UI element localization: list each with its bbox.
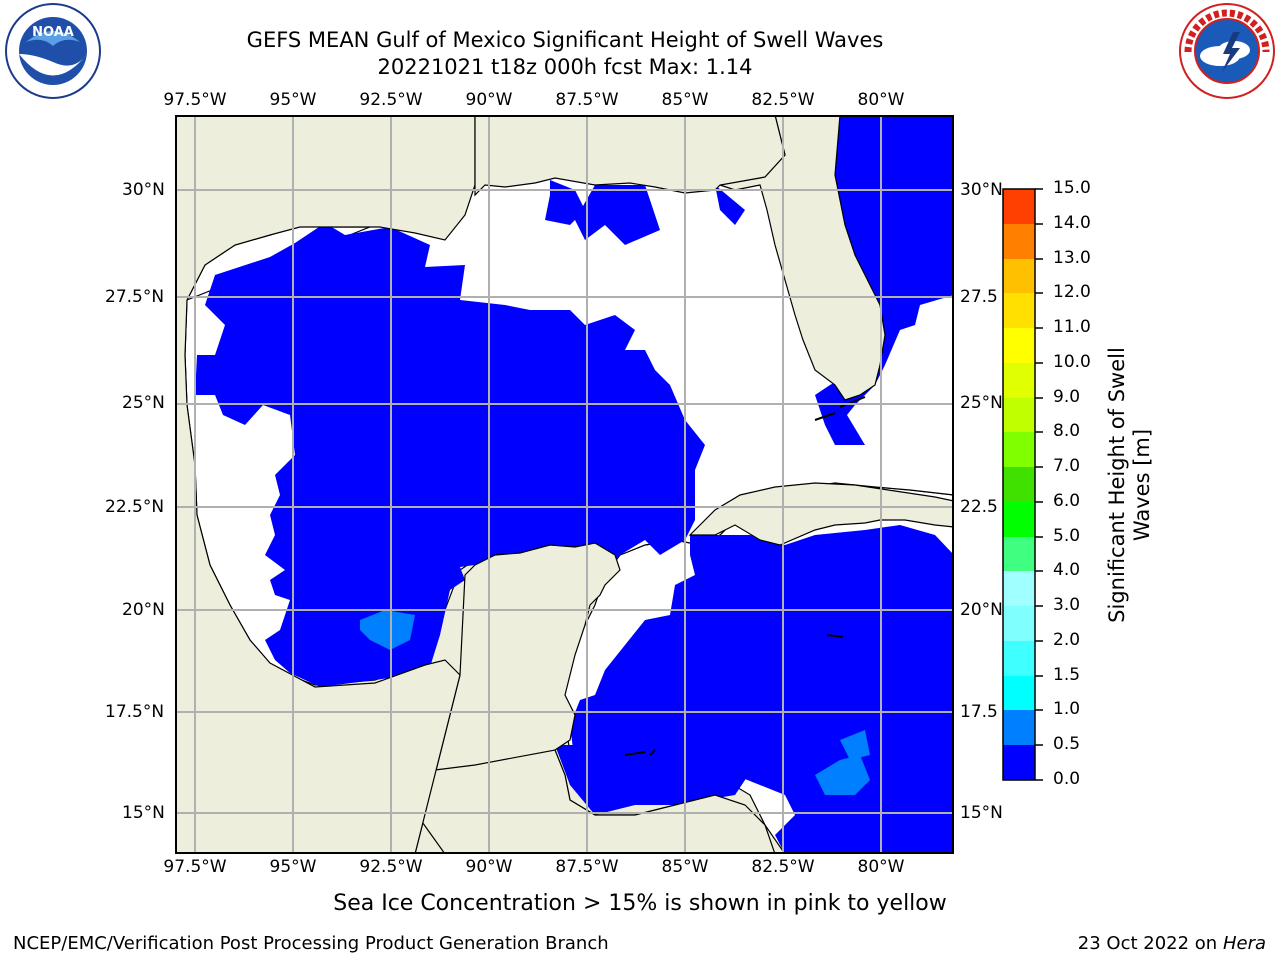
lon-label-top-3: 90°W [465,90,513,110]
lat-label-right-0: 30°N [960,180,1003,200]
lon-label-top-5: 85°W [661,90,709,110]
lat-label-left-4: 20°N [122,600,165,620]
lon-label-top-4: 87.5°W [555,90,619,110]
colorbar-tick-label: 12.0 [1053,282,1091,302]
footer-right: 23 Oct 2022 on Hera [1078,933,1266,954]
colorbar-tick-label: 7.0 [1053,456,1081,476]
sea-ice-note: Sea Ice Concentration > 15% is shown in … [333,891,947,916]
colorbar-segment [1003,467,1035,502]
colorbar-tick-label: 2.0 [1053,630,1081,650]
us-land [474,115,786,197]
colorbar-border [1002,188,1036,781]
lon-label-top-2: 92.5°W [359,90,423,110]
colorbar-segment [1003,363,1035,398]
colorbar-segment [1003,537,1035,571]
lat-label-left-3: 22.5°N [105,497,165,517]
lon-label-top-6: 82.5°W [751,90,815,110]
jamaica-land [826,634,844,638]
colorbar-tick-label: 13.0 [1053,248,1091,268]
florida-keys [814,396,866,421]
colorbar-segment [1003,432,1035,467]
lat-label-right-4: 20°N [960,600,1003,620]
map-frame [175,115,954,854]
colorbar-segment [1003,745,1035,780]
lon-label-top-7: 80°W [857,90,905,110]
lat-label-right-1: 27.5 [960,287,998,307]
colorbar [1002,188,1043,781]
colorbar-tick-label: 1.0 [1053,699,1081,719]
lon-label-bottom-1: 95°W [269,857,317,877]
noaa-logo: NOAA [4,2,102,100]
lat-label-right-2: 25°N [960,393,1003,413]
colorbar-tick-label: 9.0 [1053,387,1081,407]
colorbar-segment [1003,189,1035,224]
yucatan-land [175,542,766,854]
colorbar-label-line1: Significant Height of Swell [1105,347,1129,623]
lat-label-right-5: 17.5 [960,702,998,722]
colorbar-segment [1003,710,1035,745]
noaa-text: NOAA [32,25,74,40]
colorbar-segment [1003,641,1035,676]
colorbar-segment [1003,571,1035,606]
colorbar-tick-label: 8.0 [1053,421,1081,441]
colorbar-label-line2: Waves [m] [1130,428,1154,542]
graticule [175,115,954,854]
lon-label-top-1: 95°W [269,90,317,110]
caribbean-islets [624,749,656,756]
colorbar-segment [1003,502,1035,537]
lat-label-left-1: 27.5°N [105,287,165,307]
lon-label-top-0: 97.5°W [163,90,227,110]
colorbar-segment [1003,328,1035,363]
cuba-land [688,482,954,546]
colorbar-tick-label: 0.0 [1053,769,1081,789]
footer-host: Hera [1222,933,1266,954]
lat-label-right-3: 22.5 [960,497,998,517]
colorbar-tick-label: 14.0 [1053,213,1091,233]
colorbar-segment [1003,606,1035,641]
map-border [175,115,954,854]
footer-date: 23 Oct 2022 on [1077,933,1223,954]
colorbar-tick-label: 1.5 [1053,665,1081,685]
footer-left: NCEP/EMC/Verification Post Processing Pr… [13,933,609,954]
lon-label-bottom-6: 82.5°W [751,857,815,877]
colorbar-ticks: 15.0 14.0 13.0 12.0 11.0 10.0 9.0 8.0 7.0 6.0 5.0 4… [1053,178,1113,789]
lon-label-bottom-0: 97.5°W [163,857,227,877]
lon-label-bottom-2: 92.5°W [359,857,423,877]
lat-label-left-5: 17.5°N [105,702,165,722]
lon-label-bottom-4: 87.5°W [555,857,619,877]
colorbar-tick-label: 15.0 [1053,178,1091,198]
lon-label-bottom-5: 85°W [661,857,709,877]
title-line-2: 20221021 t18z 000h fcst Max: 1.14 [377,55,753,79]
colorbar-tick-label: 3.0 [1053,595,1081,615]
colorbar-tick-label: 5.0 [1053,526,1081,546]
lat-label-right-6: 15°N [960,803,1003,823]
colorbar-segment [1003,224,1035,259]
colorbar-tick-label: 6.0 [1053,491,1081,511]
map-svg [175,115,954,854]
colorbar-segment [1003,259,1035,293]
colorbar-segment [1003,676,1035,710]
lat-label-left-2: 25°N [122,393,165,413]
colorbar-svg [1002,188,1043,781]
colorbar-tick-label: 10.0 [1053,352,1091,372]
colorbar-tick-label: 4.0 [1053,560,1081,580]
lat-label-left-6: 15°N [122,803,165,823]
colorbar-segment [1003,293,1035,328]
lat-label-left-0: 30°N [122,180,165,200]
colorbar-segment [1003,398,1035,432]
lon-label-bottom-3: 90°W [465,857,513,877]
colorbar-tick-label: 0.5 [1053,734,1081,754]
nws-logo [1178,2,1276,100]
lon-label-bottom-7: 80°W [857,857,905,877]
title-line-1: GEFS MEAN Gulf of Mexico Significant Hei… [246,28,884,52]
colorbar-tick-label: 11.0 [1053,317,1091,337]
